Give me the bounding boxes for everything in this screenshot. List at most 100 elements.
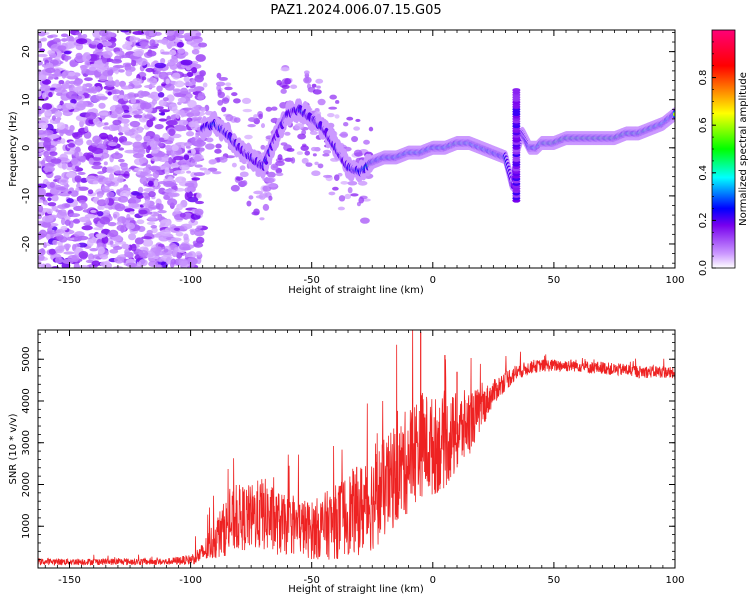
noise-blob <box>74 138 84 146</box>
noise-blob <box>112 246 123 250</box>
noise-blob <box>180 59 193 66</box>
noise-blob <box>38 137 51 141</box>
noise-blob <box>96 85 101 93</box>
noise-blob <box>65 91 78 100</box>
scatter-blob <box>327 112 335 118</box>
noise-blob <box>68 213 81 218</box>
scatter-blob <box>317 98 326 106</box>
noise-blob <box>197 92 206 100</box>
scatter-blob <box>323 174 333 178</box>
noise-blob <box>118 126 131 133</box>
noise-blob <box>138 250 149 257</box>
noise-blob <box>179 164 190 171</box>
noise-blob <box>194 208 204 216</box>
scatter-blob <box>253 114 258 119</box>
scatter-blob <box>315 78 324 84</box>
noise-blob <box>186 71 194 78</box>
noise-blob <box>38 129 47 135</box>
noise-blob <box>146 119 154 128</box>
x-tick-label: -50 <box>304 275 320 286</box>
noise-blob <box>92 135 102 144</box>
noise-blob <box>170 237 182 242</box>
noise-blob <box>43 201 50 206</box>
noise-blob <box>144 199 151 205</box>
noise-blob <box>85 88 97 92</box>
colorbar-tick-label: 0.6 <box>698 117 709 133</box>
noise-blob <box>130 243 137 252</box>
noise-blob <box>64 219 71 226</box>
noise-blob <box>41 215 54 223</box>
scatter-blob <box>277 154 283 161</box>
noise-blob <box>68 71 76 77</box>
scatter-blob <box>233 98 241 104</box>
noise-blob <box>147 180 154 187</box>
scatter-blob <box>354 152 363 157</box>
noise-blob <box>123 122 130 128</box>
noise-blob <box>157 92 165 98</box>
noise-blob <box>96 242 103 248</box>
noise-blob <box>38 90 42 98</box>
scatter-blob <box>203 169 211 175</box>
scatter-blob <box>205 143 215 150</box>
noise-blob <box>102 177 112 184</box>
noise-blob <box>114 170 125 175</box>
noise-blob <box>90 95 102 103</box>
noise-blob <box>78 90 84 95</box>
noise-blob <box>64 55 69 62</box>
noise-blob <box>58 192 71 197</box>
noise-blob <box>48 91 53 98</box>
noise-blob <box>186 257 198 265</box>
noise-blob <box>63 50 72 55</box>
noise-blob <box>74 165 80 170</box>
noise-blob <box>154 123 164 130</box>
scatter-blob <box>217 91 226 99</box>
noise-blob <box>193 172 206 177</box>
noise-blob <box>132 145 145 153</box>
noise-blob <box>183 233 189 241</box>
noise-blob <box>149 76 154 82</box>
noise-blob <box>91 260 101 267</box>
scatter-blob <box>260 144 266 150</box>
noise-blob <box>150 146 161 151</box>
noise-blob <box>107 222 117 227</box>
noise-blob <box>101 235 109 244</box>
noise-blob <box>193 155 202 163</box>
noise-blob <box>177 48 186 54</box>
scatter-blob <box>351 136 359 143</box>
noise-blob <box>39 48 46 53</box>
noise-blob <box>146 221 156 225</box>
noise-blob <box>120 85 133 90</box>
scatter-blob <box>353 126 361 131</box>
noise-blob <box>45 62 54 68</box>
noise-blob <box>110 152 123 160</box>
scatter-blob <box>294 123 305 130</box>
scatter-blob <box>260 123 266 129</box>
scatter-blob <box>224 86 233 91</box>
noise-blob <box>104 122 109 126</box>
noise-blob <box>139 176 149 185</box>
noise-blob <box>190 148 196 155</box>
noise-blob <box>191 67 198 74</box>
scatter-blob <box>205 137 214 143</box>
x-tick-label: 50 <box>548 275 561 286</box>
noise-blob <box>183 77 189 83</box>
noise-blob <box>41 159 46 167</box>
noise-blob <box>117 175 124 183</box>
noise-blob <box>87 108 94 113</box>
noise-blob <box>110 112 118 119</box>
noise-blob <box>199 70 206 77</box>
noise-blob <box>101 34 106 43</box>
noise-blob <box>139 41 149 47</box>
noise-blob <box>133 167 145 171</box>
noise-blob <box>99 216 111 225</box>
noise-blob <box>177 97 187 103</box>
noise-blob <box>147 94 156 98</box>
noise-blob <box>46 230 57 235</box>
scatter-blob <box>328 106 338 110</box>
noise-blob <box>175 251 183 259</box>
noise-blob <box>91 147 104 155</box>
scatter-blob <box>340 180 349 185</box>
noise-blob <box>118 195 129 203</box>
noise-blob <box>81 225 93 231</box>
noise-blob <box>142 102 152 110</box>
